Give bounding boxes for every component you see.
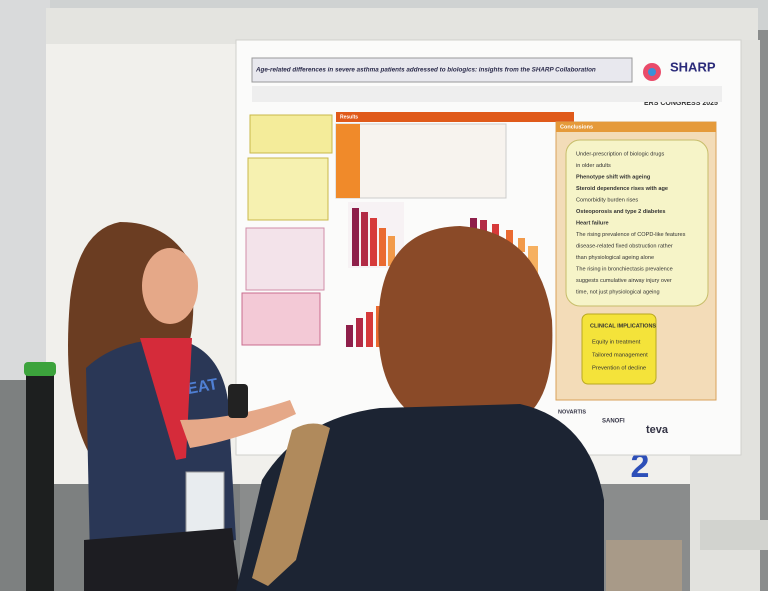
implication: Equity in treatment: [592, 340, 641, 346]
implications-box: [581, 313, 657, 385]
hair-back: [378, 226, 553, 420]
bag-strap: [252, 423, 330, 586]
results-heading: Results: [340, 114, 358, 120]
implications-heading: CLINICAL IMPLICATIONS: [590, 323, 656, 329]
intro-box: [249, 114, 333, 154]
poster-bar: [480, 220, 487, 232]
stand-pole: [26, 365, 54, 591]
poster-bar: [470, 218, 477, 230]
poster-bar: [370, 218, 377, 266]
implication: Tailored management: [592, 353, 648, 359]
lanyard: [140, 338, 192, 460]
jacket: [236, 404, 604, 591]
conclusions-heading: Conclusions: [560, 124, 593, 130]
results-header: [336, 112, 574, 122]
phone: [228, 384, 248, 418]
poster-bar: [379, 228, 386, 266]
logo-mark: [648, 68, 656, 76]
poster-bar: [361, 212, 368, 266]
aims-box: [247, 157, 329, 221]
poster-bar: [388, 236, 395, 266]
table-side: [336, 124, 360, 198]
poster-bar: [356, 318, 363, 347]
conclusion-line: than physiological ageing alone: [576, 255, 654, 261]
key-box: [241, 292, 321, 346]
conclusions-header: [556, 122, 716, 132]
conclusion-line: The rising in bronchiectasis prevalence: [576, 266, 673, 272]
sponsor: teva: [646, 424, 669, 436]
implication: Prevention of decline: [592, 366, 646, 372]
congress: ERS CONGRESS 2025: [644, 100, 718, 107]
conclusion-line: Phenotype shift with ageing: [576, 174, 651, 180]
conclusion-line: Under-prescription of biologic drugs: [576, 151, 665, 157]
poster-bar: [518, 238, 525, 252]
conclusion-line: in older adults: [576, 163, 611, 169]
logo-text: SHARP: [670, 59, 716, 74]
poster-bar: [366, 312, 373, 347]
poster-bar: [352, 208, 359, 266]
conclusion-line: Heart failure: [576, 220, 609, 226]
poster-bar: [506, 230, 513, 244]
title-box: [251, 57, 633, 83]
board-number: 2: [631, 447, 650, 485]
conclusion-line: Osteoporosis and type 2 diabetes: [576, 209, 666, 215]
conclusion-line: The rising prevalence of COPD-like featu…: [576, 232, 686, 238]
poster-bar: [492, 224, 499, 238]
sponsor: SANOFI: [602, 419, 625, 425]
implications-list: Equity in treatment Tailored management Pr…: [592, 340, 648, 372]
arm: [180, 400, 296, 448]
conclusion-line: Comorbidity burden rises: [576, 197, 638, 203]
face: [142, 248, 198, 324]
conclusions-list: Under-prescription of biologic drugs in o…: [576, 151, 686, 295]
conclusion-line: disease-related fixed obstruction rather: [576, 243, 673, 249]
skirt: [84, 528, 240, 591]
authors-band: [252, 86, 722, 102]
sponsors: NOVARTIS SANOFI teva: [558, 409, 669, 435]
conclusion-line: time, not just physiological ageing: [576, 289, 660, 295]
conclusion-line: suggests cumulative airway injury over: [576, 278, 672, 284]
sponsor: NOVARTIS: [558, 409, 586, 415]
distant-person: [606, 540, 682, 591]
poster-bar: [346, 325, 353, 347]
pole-cap: [24, 362, 56, 376]
results-table: [335, 123, 507, 199]
poster-title: Age-related differences in severe asthma…: [255, 67, 596, 74]
conclusion-line: Steroid dependence rises with age: [576, 186, 668, 192]
methods-box: [245, 227, 325, 291]
board-foot: [700, 520, 768, 550]
poster-bar: [528, 246, 538, 276]
conclusions-box: [565, 139, 709, 307]
